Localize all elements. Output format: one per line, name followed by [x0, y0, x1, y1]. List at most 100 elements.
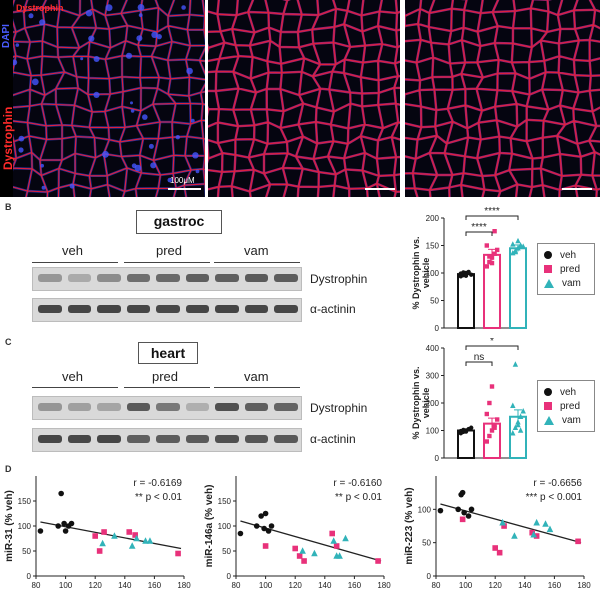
blot-band	[244, 435, 269, 443]
nucleus-dot	[150, 162, 157, 169]
y-tick-label: 100	[426, 427, 440, 436]
y-tick-label: 400	[426, 344, 440, 353]
pred-point	[489, 260, 495, 266]
sig-bracket	[465, 345, 519, 350]
regression-line	[240, 520, 382, 562]
y-axis-label: miR-146a (% veh)	[204, 485, 215, 568]
x-tick-label: 140	[518, 581, 532, 590]
x-tick-label: 80	[232, 581, 241, 590]
micrograph-vam	[405, 0, 600, 197]
scale-bar-label: 100μM	[170, 176, 195, 185]
correlation-r: r = -0.6656	[533, 478, 582, 489]
panel-letter-b: B	[5, 202, 12, 212]
x-tick-label: 160	[548, 581, 562, 590]
mir146a-scatter-plot: 0 50 100 150 80 100 120 140 160 180 miR-146a (% ve…	[204, 476, 391, 590]
veh-point	[55, 523, 61, 529]
veh-point	[459, 489, 466, 496]
nucleus-dot	[80, 57, 84, 61]
nucleus-dot	[138, 13, 143, 17]
blot-band	[185, 403, 210, 411]
veh-point	[37, 528, 44, 534]
y-tick-label: 100	[418, 505, 432, 514]
pred-point	[489, 255, 495, 260]
vam-point	[515, 421, 521, 428]
nucleus-dot	[31, 78, 39, 86]
dystrophin-side-label: Dystrophin	[1, 106, 15, 170]
pred-point	[487, 254, 492, 259]
blot-band	[126, 435, 151, 443]
x-tick-label: 100	[59, 581, 73, 590]
pred-point	[459, 516, 466, 523]
blot-row-dystrophin: Dystrophin	[310, 401, 368, 415]
lane-label-pred: pred	[156, 243, 183, 258]
blot-band	[274, 403, 298, 411]
pred-point	[496, 549, 503, 556]
blot-band	[215, 305, 239, 313]
vam-point	[542, 520, 549, 527]
blot-band	[185, 305, 210, 313]
blot-band	[126, 403, 151, 411]
pred-point	[487, 400, 492, 406]
blot-band	[244, 274, 269, 282]
regression-line	[40, 521, 182, 550]
y-tick-label: 0	[227, 572, 232, 581]
veh-point	[437, 507, 444, 514]
actinin-blot-strip	[32, 428, 302, 452]
nucleus-dot	[175, 135, 180, 140]
veh-bar	[457, 273, 475, 329]
pred-point	[262, 543, 269, 549]
blot-band	[126, 305, 151, 313]
y-tick-label: 150	[426, 242, 440, 251]
nucleus-dot	[69, 183, 75, 189]
triangle-marker-icon	[544, 415, 554, 425]
veh-point	[468, 506, 475, 513]
pred-point	[492, 545, 498, 551]
vam-point	[336, 552, 343, 559]
vam-point	[512, 248, 519, 255]
dystrophin-blot-strip	[32, 396, 302, 420]
legend-item-pred: pred	[544, 262, 580, 276]
legend-item-veh: veh	[544, 248, 576, 262]
sig-label: ****	[484, 206, 500, 217]
blot-band	[38, 403, 62, 411]
vam-point	[299, 547, 306, 554]
veh-point	[463, 429, 469, 434]
vam-point	[530, 530, 537, 538]
y-axis-label-line: % Dystrophin vs.	[411, 366, 421, 439]
actinin-blot-strip	[32, 298, 302, 322]
nucleus-dot	[18, 147, 24, 153]
y-tick-label: 150	[18, 497, 32, 506]
veh-point	[237, 530, 244, 537]
blot-row-actinin: α-actinin	[310, 302, 356, 316]
correlation-p: ** p < 0.01	[335, 492, 382, 503]
blot-band	[274, 274, 298, 282]
x-tick-label: 180	[377, 581, 391, 590]
veh-point	[265, 528, 272, 534]
veh-point	[465, 513, 472, 519]
y-tick-label: 50	[430, 297, 439, 306]
blot-band	[156, 403, 180, 411]
sig-bracket	[465, 231, 493, 236]
pred-point	[484, 243, 489, 248]
dystrophin-blot-strip	[32, 267, 302, 291]
blot-band	[67, 305, 92, 313]
blot-row-actinin: α-actinin	[310, 432, 356, 446]
vam-point	[510, 402, 516, 408]
pred-point	[489, 384, 495, 389]
x-tick-label: 100	[459, 581, 473, 590]
veh-point	[469, 272, 474, 277]
pred-point	[175, 550, 181, 557]
heart-bar-chart: 0 100 200 300 400 % Dystrophin vs.vehicle ns *	[411, 338, 527, 463]
x-tick-label: 100	[259, 581, 273, 590]
x-tick-label: 180	[577, 581, 591, 590]
veh-point	[58, 490, 64, 497]
y-axis-label-line: % Dystrophin vs.	[411, 236, 421, 309]
scale-bar	[562, 188, 592, 190]
pred-point	[484, 411, 489, 417]
pred-point	[132, 532, 138, 538]
veh-point	[268, 523, 275, 529]
y-tick-label: 100	[426, 269, 440, 278]
y-axis-label-line: vehicle	[421, 258, 431, 289]
vam-point	[111, 532, 118, 539]
legend-item-vam: vam	[544, 276, 581, 290]
